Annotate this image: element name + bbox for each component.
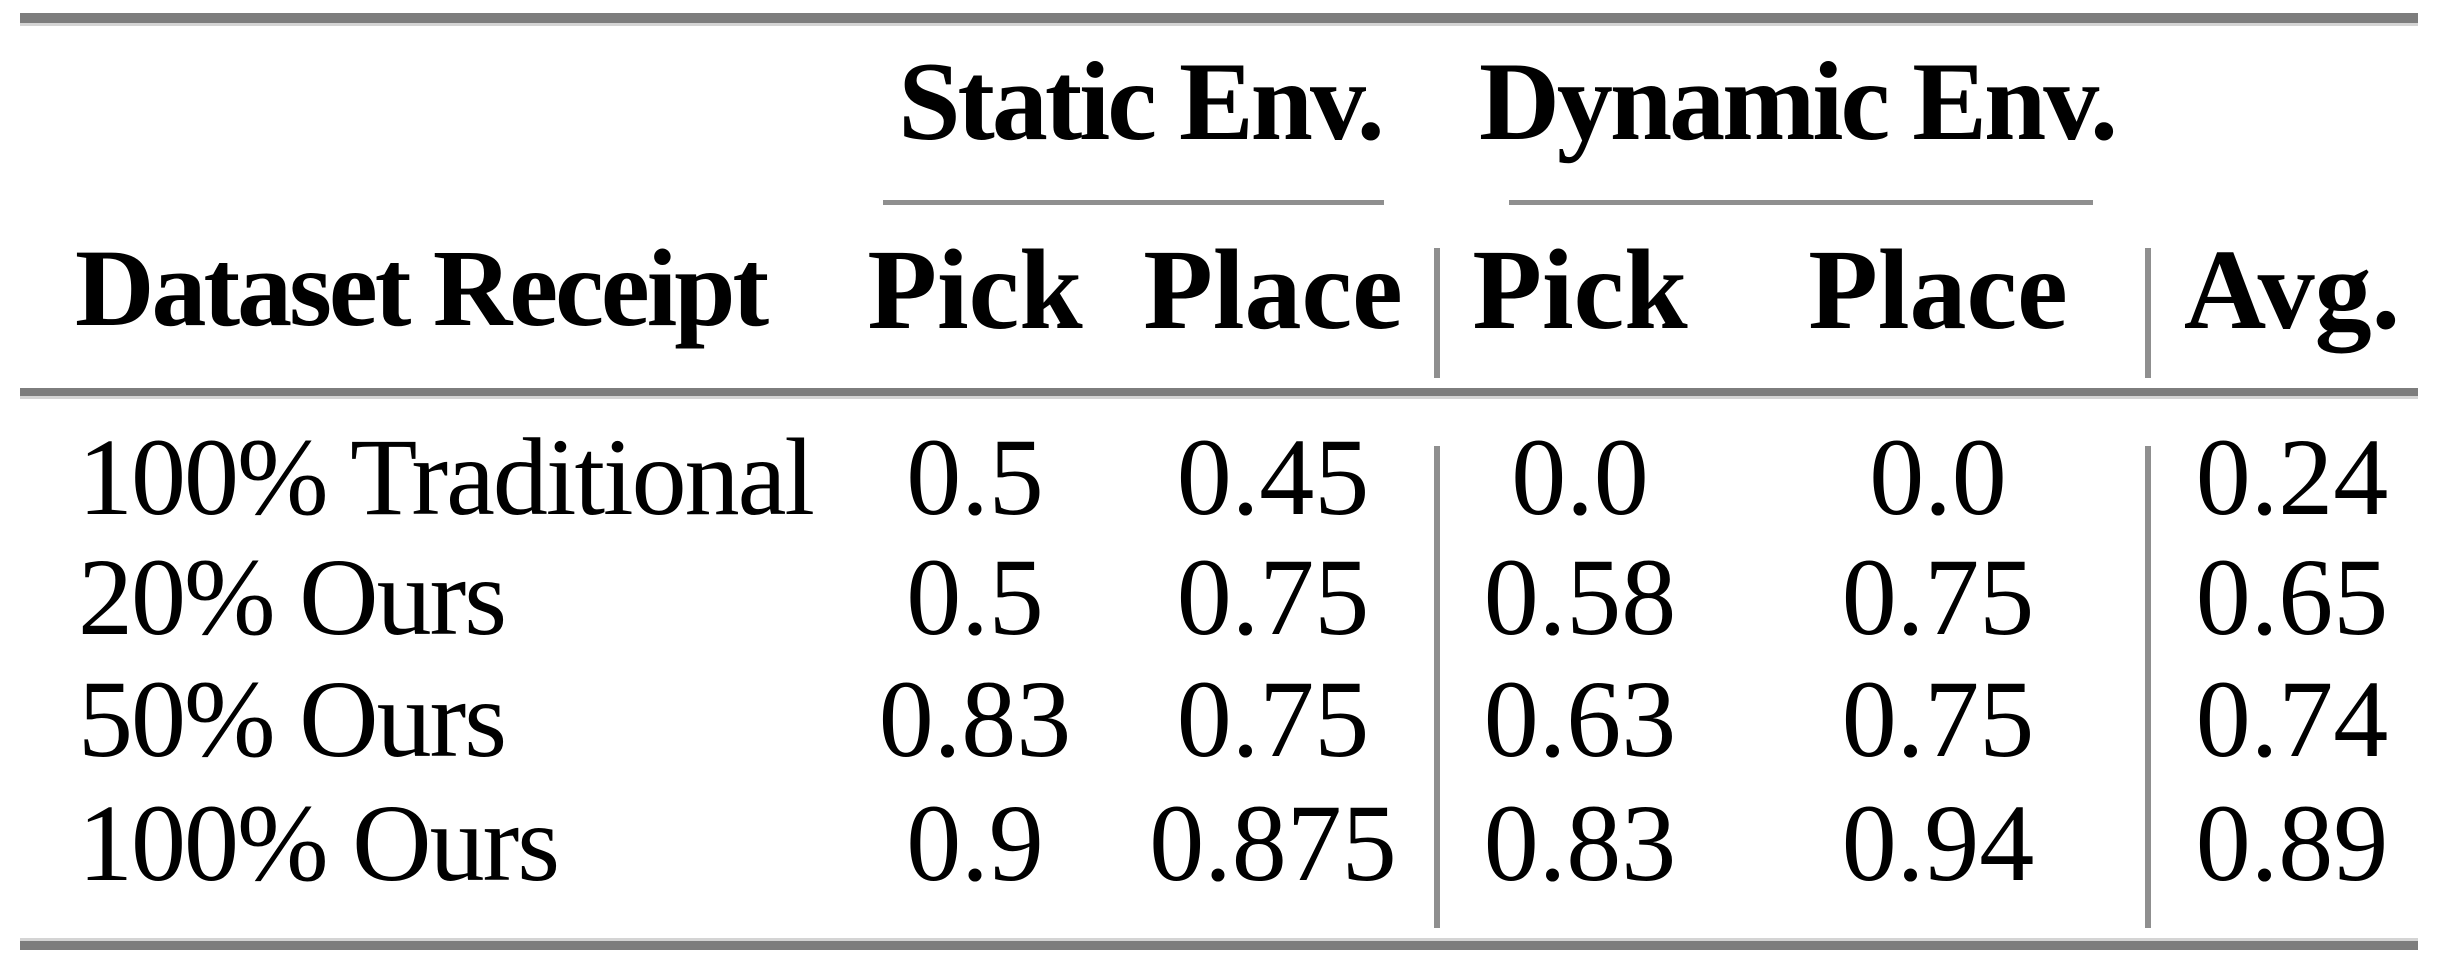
cell-static-place: 0.875 bbox=[1149, 782, 1397, 904]
cell-dynamic-pick: 0.0 bbox=[1511, 416, 1649, 538]
cell-static-pick: 0.5 bbox=[906, 416, 1044, 538]
cell-dynamic-place: 0.0 bbox=[1869, 416, 2007, 538]
row-label: 100% Ours bbox=[78, 782, 560, 904]
cell-avg: 0.74 bbox=[2195, 658, 2389, 780]
cell-dynamic-place: 0.75 bbox=[1841, 536, 2035, 658]
cell-static-place: 0.75 bbox=[1176, 536, 1370, 658]
dynamic-env-cmidrule bbox=[1509, 200, 2093, 205]
top-rule bbox=[20, 13, 2418, 23]
cell-dynamic-pick: 0.63 bbox=[1483, 658, 1677, 780]
vline-dynamic-avg-body bbox=[2145, 446, 2151, 928]
static-env-group-header: Static Env. bbox=[898, 40, 1385, 164]
cell-dynamic-place: 0.75 bbox=[1841, 658, 2035, 780]
column-header-avg: Avg. bbox=[2183, 226, 2401, 353]
cell-static-pick: 0.5 bbox=[906, 536, 1044, 658]
dynamic-env-group-header: Dynamic Env. bbox=[1478, 40, 2118, 164]
cell-static-place: 0.45 bbox=[1176, 416, 1370, 538]
bottom-rule bbox=[20, 941, 2418, 950]
cell-dynamic-pick: 0.83 bbox=[1483, 782, 1677, 904]
column-header-dynamic-pick: Pick bbox=[1472, 226, 1688, 353]
column-header-static-pick: Pick bbox=[867, 226, 1083, 353]
cell-dynamic-place: 0.94 bbox=[1841, 782, 2035, 904]
column-header-dataset-receipt: Dataset Receipt bbox=[75, 227, 769, 349]
cell-static-pick: 0.9 bbox=[906, 782, 1044, 904]
row-label: 20% Ours bbox=[78, 536, 507, 658]
vline-static-dynamic-header bbox=[1434, 248, 1440, 378]
cell-avg: 0.65 bbox=[2195, 536, 2389, 658]
vline-static-dynamic-body bbox=[1434, 446, 1440, 928]
column-header-dynamic-place: Place bbox=[1808, 226, 2068, 353]
cell-static-pick: 0.83 bbox=[878, 658, 1072, 780]
row-label: 50% Ours bbox=[78, 658, 507, 780]
cell-dynamic-pick: 0.58 bbox=[1483, 536, 1677, 658]
vline-dynamic-avg-header bbox=[2145, 248, 2151, 378]
cell-static-place: 0.75 bbox=[1176, 658, 1370, 780]
cell-avg: 0.24 bbox=[2195, 416, 2389, 538]
row-label: 100% Traditional bbox=[78, 416, 815, 538]
cell-avg: 0.89 bbox=[2195, 782, 2389, 904]
column-header-static-place: Place bbox=[1143, 226, 1403, 353]
header-mid-rule bbox=[20, 388, 2418, 396]
static-env-cmidrule bbox=[883, 200, 1384, 205]
